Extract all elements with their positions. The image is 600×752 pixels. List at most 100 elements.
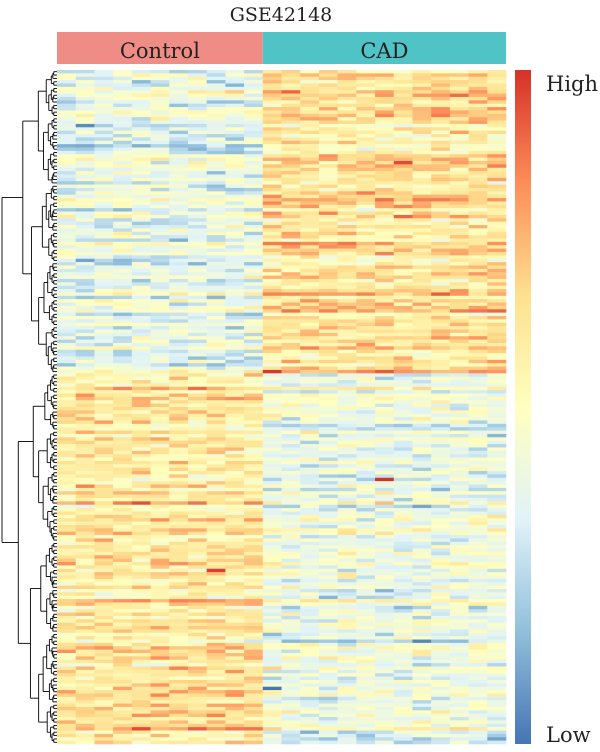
heatmap-cell: [318, 562, 338, 566]
heatmap-cell: [94, 248, 114, 253]
heatmap-cell: [150, 423, 170, 428]
heatmap-cell: [281, 649, 301, 654]
heatmap-cell: [337, 612, 357, 617]
heatmap-cell: [150, 669, 170, 674]
heatmap-cell: [131, 238, 151, 243]
heatmap-cell: [150, 403, 170, 408]
heatmap-cell: [356, 565, 376, 570]
heatmap-cell: [318, 622, 338, 627]
heatmap-cell: [187, 467, 207, 472]
heatmap-cell: [356, 531, 376, 536]
heatmap-cell: [244, 646, 264, 650]
heatmap-cell: [431, 96, 451, 101]
heatmap-cell: [57, 154, 77, 158]
heatmap-cell: [468, 86, 488, 91]
heatmap-cell: [94, 305, 114, 310]
heatmap-cell: [375, 147, 395, 152]
heatmap-cell: [75, 484, 95, 489]
heatmap-cell: [150, 555, 170, 559]
heatmap-cell: [206, 683, 226, 688]
heatmap-cell: [113, 336, 133, 340]
heatmap-cell: [94, 113, 114, 118]
heatmap-cell: [375, 524, 395, 529]
heatmap-cell: [206, 346, 226, 351]
heatmap-cell: [300, 363, 320, 367]
heatmap-cell: [244, 295, 264, 300]
heatmap-cell: [449, 592, 469, 597]
heatmap-cell: [57, 214, 77, 219]
heatmap-cell: [281, 305, 301, 310]
heatmap-cell: [131, 96, 151, 101]
heatmap-cell: [244, 430, 264, 435]
heatmap-cell: [449, 427, 469, 431]
heatmap-cell: [449, 562, 469, 566]
heatmap-cell: [337, 471, 357, 475]
heatmap-cell: [206, 282, 226, 286]
heatmap-cell: [356, 302, 376, 307]
heatmap-cell: [356, 235, 376, 239]
heatmap-cell: [150, 383, 170, 388]
heatmap-cell: [487, 110, 507, 115]
heatmap-cell: [113, 487, 133, 492]
heatmap-cell: [131, 255, 151, 260]
heatmap-cell: [300, 258, 320, 263]
heatmap-cell: [412, 228, 432, 233]
heatmap-cell: [169, 342, 189, 347]
heatmap-cell: [206, 582, 226, 586]
heatmap-cell: [150, 481, 170, 485]
heatmap-cell: [337, 174, 357, 179]
heatmap-cell: [300, 454, 320, 458]
heatmap-cell: [187, 562, 207, 566]
heatmap-cell: [281, 255, 301, 260]
heatmap-cell: [487, 258, 507, 263]
heatmap-cell: [393, 194, 413, 199]
heatmap-cell: [356, 639, 376, 644]
heatmap-cell: [487, 444, 507, 448]
heatmap-cell: [393, 514, 413, 519]
heatmap-cell: [412, 437, 432, 441]
heatmap-cell: [318, 336, 338, 340]
heatmap-cell: [262, 268, 282, 273]
heatmap-cell: [187, 410, 207, 415]
heatmap-cell: [57, 103, 77, 108]
heatmap-cell: [131, 562, 151, 566]
heatmap-cell: [94, 636, 114, 640]
heatmap-cell: [131, 174, 151, 179]
heatmap-cell: [187, 632, 207, 637]
heatmap-cell: [300, 319, 320, 324]
heatmap-cell: [412, 592, 432, 597]
heatmap-cell: [94, 353, 114, 357]
heatmap-cell: [318, 278, 338, 283]
heatmap-cell: [225, 454, 245, 458]
heatmap-cell: [337, 181, 357, 185]
heatmap-cell: [431, 407, 451, 411]
heatmap-cell: [113, 673, 133, 677]
heatmap-cell: [262, 636, 282, 640]
heatmap-cell: [300, 626, 320, 630]
heatmap-cell: [393, 329, 413, 334]
heatmap-cell: [57, 70, 77, 74]
heatmap-cell: [225, 339, 245, 344]
heatmap-cell: [300, 430, 320, 435]
heatmap-cell: [412, 154, 432, 158]
heatmap-cell: [412, 538, 432, 543]
heatmap-cell: [412, 578, 432, 583]
heatmap-cell: [262, 305, 282, 310]
heatmap-cell: [244, 484, 264, 489]
heatmap-cell: [169, 632, 189, 637]
heatmap-cell: [487, 400, 507, 404]
heatmap-cell: [187, 238, 207, 243]
heatmap-cell: [131, 491, 151, 495]
heatmap-cell: [262, 642, 282, 647]
heatmap-cell: [468, 572, 488, 576]
heatmap-cell: [113, 612, 133, 617]
heatmap-cell: [150, 673, 170, 677]
heatmap-cell: [393, 632, 413, 637]
heatmap-cell: [318, 673, 338, 677]
heatmap-cell: [131, 342, 151, 347]
heatmap-cell: [393, 430, 413, 435]
heatmap-cell: [169, 417, 189, 421]
heatmap-cell: [375, 218, 395, 222]
heatmap-cell: [169, 518, 189, 522]
heatmap-cell: [356, 349, 376, 354]
